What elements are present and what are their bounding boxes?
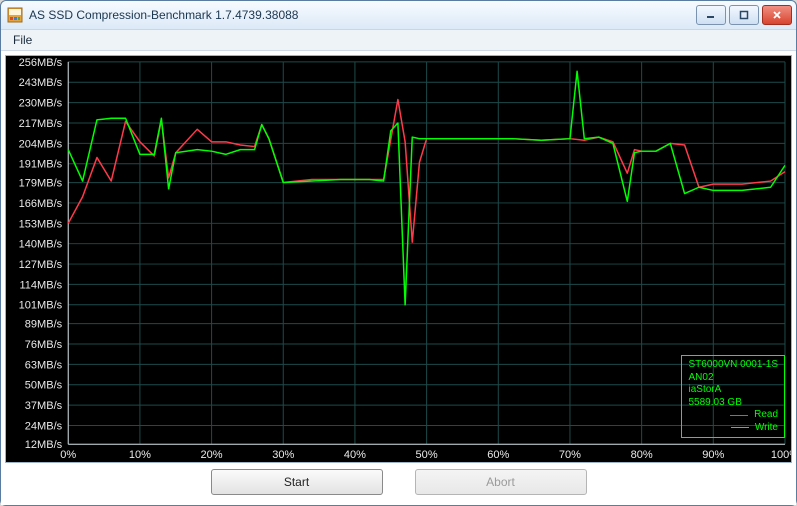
svg-text:76MB/s: 76MB/s <box>25 339 63 351</box>
svg-text:100%: 100% <box>771 449 791 461</box>
svg-text:40%: 40% <box>344 449 366 461</box>
maximize-button[interactable] <box>729 5 759 25</box>
legend-controller: iaStorA <box>688 384 778 397</box>
svg-text:20%: 20% <box>201 449 223 461</box>
svg-text:179MB/s: 179MB/s <box>19 178 63 190</box>
svg-text:30%: 30% <box>272 449 294 461</box>
menu-file[interactable]: File <box>7 32 38 48</box>
svg-text:191MB/s: 191MB/s <box>19 159 63 171</box>
svg-text:60%: 60% <box>487 449 509 461</box>
legend-read-row: Read <box>688 409 778 422</box>
svg-text:70%: 70% <box>559 449 581 461</box>
svg-text:80%: 80% <box>631 449 653 461</box>
svg-text:50MB/s: 50MB/s <box>25 380 63 392</box>
svg-text:140MB/s: 140MB/s <box>19 239 63 251</box>
legend-firmware: AN02 <box>688 372 778 385</box>
svg-text:63MB/s: 63MB/s <box>25 359 63 371</box>
legend-drive-model: ST6000VN 0001-1S <box>688 359 778 372</box>
window-title: AS SSD Compression-Benchmark 1.7.4739.38… <box>29 8 696 22</box>
legend-read-label: Read <box>754 409 778 422</box>
abort-button: Abort <box>415 469 587 495</box>
close-button[interactable] <box>762 5 792 25</box>
svg-text:101MB/s: 101MB/s <box>19 300 63 312</box>
svg-text:127MB/s: 127MB/s <box>19 259 63 271</box>
svg-text:166MB/s: 166MB/s <box>19 198 63 210</box>
legend-write-row: Write <box>688 422 778 435</box>
client-area: 256MB/s 243MB/s 230MB/s 217MB/s 204MB/s 191MB… <box>1 51 796 505</box>
svg-text:89MB/s: 89MB/s <box>25 319 63 331</box>
chart-svg: 256MB/s 243MB/s 230MB/s 217MB/s 204MB/s 191MB… <box>6 56 791 462</box>
button-bar: Start Abort <box>5 467 792 501</box>
svg-text:217MB/s: 217MB/s <box>19 118 63 130</box>
minimize-button[interactable] <box>696 5 726 25</box>
svg-text:153MB/s: 153MB/s <box>19 218 63 230</box>
svg-text:230MB/s: 230MB/s <box>19 98 63 110</box>
menubar: File <box>1 30 796 51</box>
legend-capacity: 5589.03 GB <box>688 397 778 410</box>
svg-text:12MB/s: 12MB/s <box>25 439 63 451</box>
svg-text:37MB/s: 37MB/s <box>25 400 63 412</box>
compression-chart: 256MB/s 243MB/s 230MB/s 217MB/s 204MB/s 191MB… <box>5 55 792 463</box>
svg-text:90%: 90% <box>702 449 724 461</box>
svg-text:10%: 10% <box>129 449 151 461</box>
svg-text:50%: 50% <box>416 449 438 461</box>
svg-text:204MB/s: 204MB/s <box>19 138 63 150</box>
titlebar[interactable]: AS SSD Compression-Benchmark 1.7.4739.38… <box>1 1 796 30</box>
svg-text:243MB/s: 243MB/s <box>19 77 63 89</box>
window-controls <box>696 5 792 25</box>
svg-text:114MB/s: 114MB/s <box>19 279 62 291</box>
svg-text:256MB/s: 256MB/s <box>19 57 63 69</box>
svg-text:0%: 0% <box>60 449 76 461</box>
start-button[interactable]: Start <box>211 469 383 495</box>
legend-read-swatch <box>730 415 748 416</box>
app-window: AS SSD Compression-Benchmark 1.7.4739.38… <box>0 0 797 506</box>
app-icon <box>7 7 23 23</box>
legend-write-swatch <box>731 427 749 428</box>
legend-write-label: Write <box>755 422 778 435</box>
legend-box: ST6000VN 0001-1S AN02 iaStorA 5589.03 GB… <box>681 355 785 438</box>
svg-text:24MB/s: 24MB/s <box>25 420 63 432</box>
